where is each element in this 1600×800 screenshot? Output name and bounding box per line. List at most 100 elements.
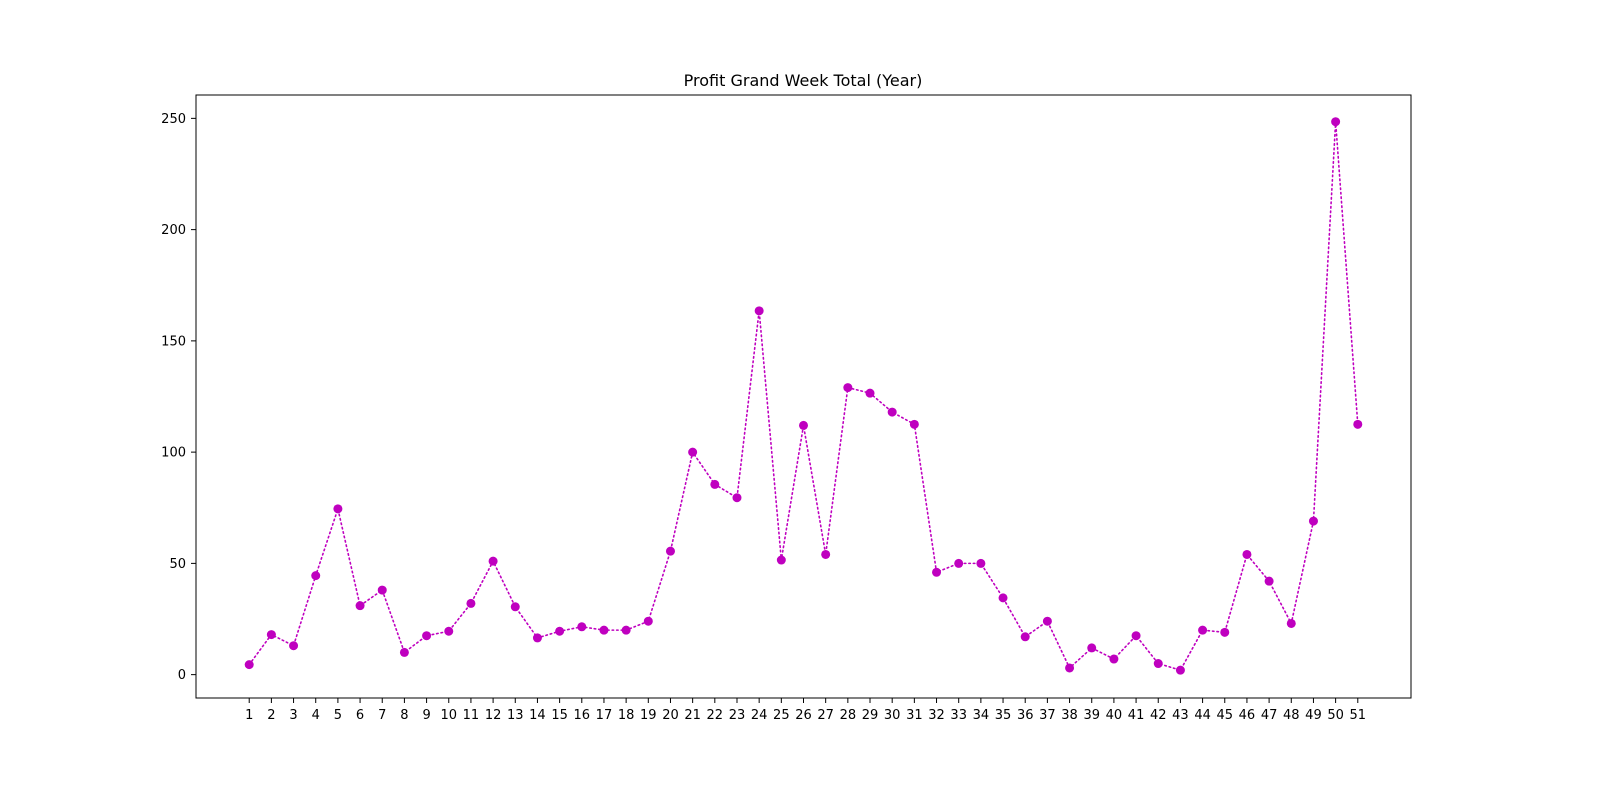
plot-area-frame: [195, 94, 1412, 699]
data-point: [1020, 632, 1030, 642]
data-point: [909, 419, 919, 429]
x-tick-label: 28: [840, 708, 857, 723]
data-point: [466, 598, 476, 608]
x-tick-label: 44: [1194, 708, 1211, 723]
x-tick-label: 34: [973, 708, 990, 723]
data-point: [311, 571, 321, 581]
x-tick-label: 50: [1327, 708, 1344, 723]
x-tick-label: 33: [950, 708, 967, 723]
x-tick-label: 9: [422, 708, 430, 723]
x-tick-label: 49: [1305, 708, 1322, 723]
x-tick-label: 12: [485, 708, 502, 723]
data-point: [998, 593, 1008, 603]
data-point: [1220, 627, 1230, 637]
data-point: [732, 493, 742, 503]
data-point: [1286, 618, 1296, 628]
data-point: [843, 383, 853, 393]
data-point: [599, 625, 609, 635]
data-point: [577, 622, 587, 632]
x-tick-label: 37: [1039, 708, 1056, 723]
x-tick-label: 20: [662, 708, 679, 723]
data-point: [1264, 576, 1274, 586]
x-tick-label: 43: [1172, 708, 1189, 723]
y-tick-label: 250: [161, 112, 186, 127]
y-axis: 0 50 100 150 200 250: [161, 112, 196, 683]
x-tick-label: 39: [1083, 708, 1100, 723]
chart-title: Profit Grand Week Total (Year): [684, 71, 923, 90]
x-tick-label: 1: [245, 708, 253, 723]
x-tick-label: 8: [400, 708, 408, 723]
y-tick-label: 200: [161, 223, 186, 238]
data-point: [710, 479, 720, 489]
data-point: [643, 616, 653, 626]
series-layer: [244, 117, 1363, 675]
x-tick-label: 36: [1017, 708, 1034, 723]
y-tick-label: 100: [161, 446, 186, 461]
data-point: [776, 555, 786, 565]
x-tick-label: 22: [707, 708, 724, 723]
y-tick-label: 150: [161, 334, 186, 349]
x-tick-label: 17: [596, 708, 613, 723]
y-tick-label: 0: [178, 668, 186, 683]
data-point: [266, 630, 276, 640]
data-point: [488, 556, 498, 566]
data-point: [1175, 665, 1185, 675]
x-tick-label: 41: [1128, 708, 1145, 723]
data-point: [976, 558, 986, 568]
data-point: [399, 647, 409, 657]
x-tick-label: 23: [729, 708, 746, 723]
x-tick-label: 42: [1150, 708, 1167, 723]
x-tick-label: 6: [356, 708, 364, 723]
x-tick-label: 48: [1283, 708, 1300, 723]
data-point: [555, 626, 565, 636]
data-point: [333, 504, 343, 514]
data-point: [688, 447, 698, 457]
x-tick-label: 10: [440, 708, 457, 723]
data-point: [1308, 516, 1318, 526]
x-tick-label: 11: [463, 708, 480, 723]
data-point: [1087, 643, 1097, 653]
x-tick-label: 18: [618, 708, 635, 723]
x-tick-label: 27: [817, 708, 834, 723]
data-point: [665, 546, 675, 556]
x-tick-label: 14: [529, 708, 546, 723]
x-tick-label: 5: [334, 708, 342, 723]
x-tick-label: 47: [1261, 708, 1278, 723]
data-point: [954, 558, 964, 568]
data-point: [444, 626, 454, 636]
data-point: [532, 633, 542, 643]
data-point: [932, 567, 942, 577]
x-tick-label: 45: [1216, 708, 1233, 723]
x-axis: 1 2 3 4 5 6 7 8 9 10 11 12 13 14 15 16 17 18 19 20 21 22 23 24 2…: [245, 698, 1366, 723]
x-tick-label: 31: [906, 708, 923, 723]
x-tick-label: 29: [862, 708, 879, 723]
data-point: [1353, 419, 1363, 429]
data-point: [1153, 659, 1163, 669]
data-point: [887, 407, 897, 417]
x-tick-label: 21: [684, 708, 701, 723]
x-tick-label: 4: [312, 708, 320, 723]
y-tick-label: 50: [169, 557, 186, 572]
data-point: [355, 601, 365, 611]
x-tick-label: 51: [1350, 708, 1367, 723]
x-tick-label: 2: [267, 708, 275, 723]
x-tick-label: 32: [928, 708, 945, 723]
x-tick-label: 26: [795, 708, 812, 723]
data-point: [1065, 663, 1075, 673]
data-point: [621, 625, 631, 635]
x-tick-label: 24: [751, 708, 768, 723]
data-point: [821, 549, 831, 559]
data-point: [1242, 549, 1252, 559]
x-tick-label: 30: [884, 708, 901, 723]
data-point: [1042, 616, 1052, 626]
data-point: [1131, 631, 1141, 641]
x-tick-label: 40: [1106, 708, 1123, 723]
x-tick-label: 38: [1061, 708, 1078, 723]
x-tick-label: 35: [995, 708, 1012, 723]
x-tick-label: 15: [551, 708, 568, 723]
x-tick-label: 19: [640, 708, 657, 723]
x-tick-label: 13: [507, 708, 524, 723]
x-tick-label: 25: [773, 708, 790, 723]
x-tick-label: 7: [378, 708, 386, 723]
